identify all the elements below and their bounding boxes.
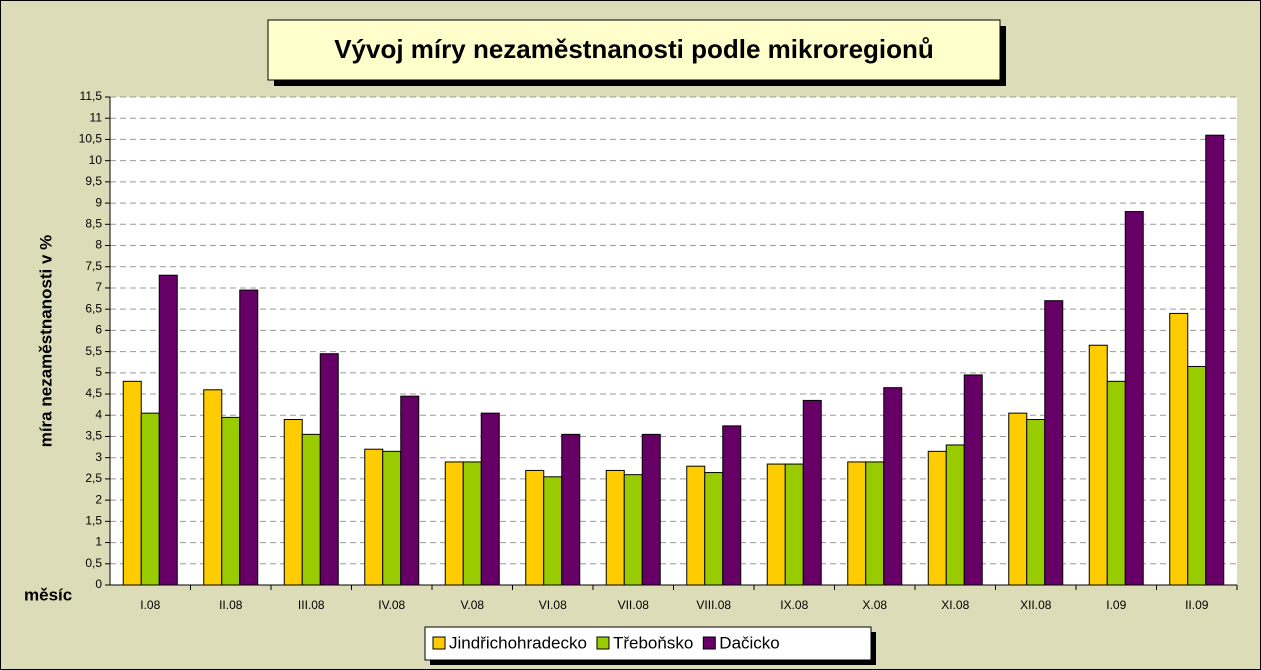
bar <box>301 433 321 586</box>
chart-title: Vývoj míry nezaměstnanosti podle mikrore… <box>334 34 934 64</box>
bar <box>140 412 160 586</box>
x-tick-label: III.08 <box>298 598 325 612</box>
y-tick-label: 2,5 <box>85 471 102 485</box>
bar <box>865 461 885 586</box>
bar <box>400 395 420 586</box>
bar <box>686 465 706 586</box>
x-tick-label: XII.08 <box>1020 598 1052 612</box>
y-tick-label: 5 <box>95 365 102 379</box>
bar <box>641 433 661 586</box>
bar <box>543 476 563 586</box>
bar <box>221 416 241 586</box>
bar <box>847 461 867 586</box>
bar <box>319 353 339 586</box>
legend-swatch <box>596 636 610 650</box>
y-tick-label: 5,5 <box>85 344 102 358</box>
bar <box>444 461 464 586</box>
legend-swatch <box>702 636 716 650</box>
x-axis-label: měsíc <box>24 585 72 604</box>
y-tick-label: 11,5 <box>80 89 103 103</box>
bar <box>525 469 545 586</box>
bar <box>283 419 303 586</box>
x-tick-label: IX.08 <box>780 598 808 612</box>
bar <box>158 274 178 586</box>
bar <box>1026 419 1046 586</box>
bar <box>462 461 482 586</box>
y-tick-label: 2 <box>95 492 102 506</box>
y-tick-label: 4,5 <box>85 386 102 400</box>
y-tick-label: 3 <box>95 450 102 464</box>
bar <box>1106 380 1126 586</box>
x-tick-label: II.09 <box>1185 598 1209 612</box>
y-tick-label: 0 <box>95 577 102 591</box>
bar <box>1124 211 1144 586</box>
x-tick-label: VIII.08 <box>696 598 731 612</box>
x-tick-label: VII.08 <box>618 598 650 612</box>
bar <box>784 463 804 586</box>
y-tick-label: 10,5 <box>79 132 103 146</box>
y-tick-label: 6 <box>95 323 102 337</box>
bar <box>802 399 822 586</box>
bar <box>122 380 142 586</box>
y-tick-label: 8,5 <box>85 216 102 230</box>
legend-label: Jindřichohradecko <box>449 633 587 652</box>
y-tick-label: 6,5 <box>85 301 102 315</box>
legend-label: Třeboňsko <box>613 633 693 652</box>
bar <box>963 374 983 586</box>
legend-label: Dačicko <box>719 633 779 652</box>
bar <box>945 444 965 586</box>
bar <box>364 448 384 586</box>
y-tick-label: 10 <box>89 153 103 167</box>
y-tick-label: 9,5 <box>85 174 102 188</box>
bar <box>480 412 500 586</box>
x-tick-label: V.08 <box>460 598 484 612</box>
y-tick-label: 9 <box>95 195 102 209</box>
y-tick-label: 1 <box>95 535 102 549</box>
bar <box>722 425 742 586</box>
y-tick-label: 3,5 <box>85 429 102 443</box>
x-tick-label: II.08 <box>219 598 243 612</box>
x-tick-label: XI.08 <box>941 598 969 612</box>
y-tick-label: 1,5 <box>85 514 102 528</box>
bar <box>382 450 402 586</box>
x-tick-label: X.08 <box>862 598 887 612</box>
x-tick-label: I.08 <box>140 598 160 612</box>
y-axis-label: míra nezaměstnanosti v % <box>36 235 55 448</box>
x-tick-label: VI.08 <box>539 598 567 612</box>
bar <box>1088 344 1108 586</box>
y-tick-label: 7 <box>95 280 102 294</box>
bar <box>605 469 625 586</box>
bar <box>561 433 581 586</box>
y-tick-label: 8 <box>95 238 102 252</box>
y-tick-label: 4 <box>95 407 102 421</box>
bar <box>239 289 259 586</box>
title-box <box>267 19 1001 81</box>
legend-box <box>424 626 872 661</box>
y-tick-label: 0,5 <box>85 556 102 570</box>
x-tick-label: IV.08 <box>378 598 405 612</box>
bar <box>1187 365 1207 586</box>
y-tick-label: 7,5 <box>85 259 102 273</box>
bar <box>203 389 223 586</box>
x-tick-label: I.09 <box>1106 598 1126 612</box>
legend-swatch <box>432 636 446 650</box>
y-tick-label: 11 <box>90 110 103 124</box>
bar <box>1169 312 1189 586</box>
bar <box>883 387 903 586</box>
bar <box>623 474 643 586</box>
plot-area <box>110 97 1237 585</box>
bar <box>927 450 947 586</box>
bar <box>1205 134 1225 586</box>
bar <box>1008 412 1028 586</box>
bar <box>1044 300 1064 586</box>
bar <box>766 463 786 586</box>
bar <box>704 472 724 586</box>
